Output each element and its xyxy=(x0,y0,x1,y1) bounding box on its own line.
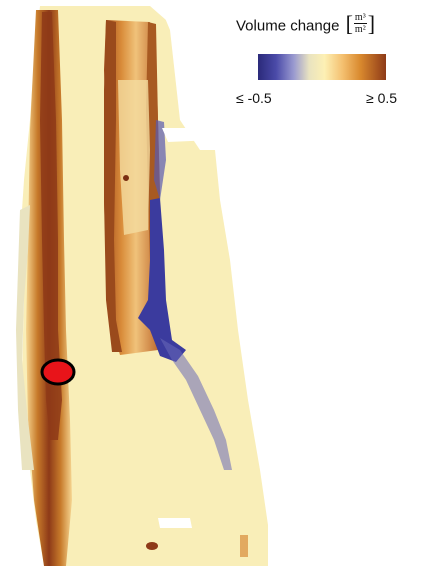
deposition-strip-right xyxy=(240,535,248,557)
colorbar-min-label: ≤ -0.5 xyxy=(236,90,272,106)
colorbar-legend: Volume change [ m³ m² ] ≤ -0.5 ≥ 0.5 xyxy=(230,6,420,116)
legend-title-text: Volume change xyxy=(236,17,340,35)
colorbar xyxy=(258,54,386,80)
unit-numerator: m³ xyxy=(353,12,367,24)
no-data-gap-lower xyxy=(158,518,192,528)
channel-bright-band xyxy=(118,80,150,235)
legend-title: Volume change [ m³ m² ] xyxy=(236,12,375,35)
unit-denominator: m² xyxy=(354,24,366,35)
colorbar-max-label: ≥ 0.5 xyxy=(366,90,398,106)
erosion-fan xyxy=(160,338,232,470)
no-data-gap-upper xyxy=(162,128,214,142)
erosion-right-edge xyxy=(154,120,166,200)
no-data-notch-top xyxy=(150,6,210,60)
deposition-spot-upper xyxy=(123,175,129,181)
left-ridge-core xyxy=(40,12,62,440)
location-marker xyxy=(40,358,76,386)
left-outer-edge xyxy=(16,205,34,470)
deposition-spot-bottom xyxy=(146,542,158,550)
erosion-zone xyxy=(138,198,186,362)
legend-unit: [ m³ m² ] xyxy=(345,10,376,36)
channel-dark-left xyxy=(104,20,122,352)
